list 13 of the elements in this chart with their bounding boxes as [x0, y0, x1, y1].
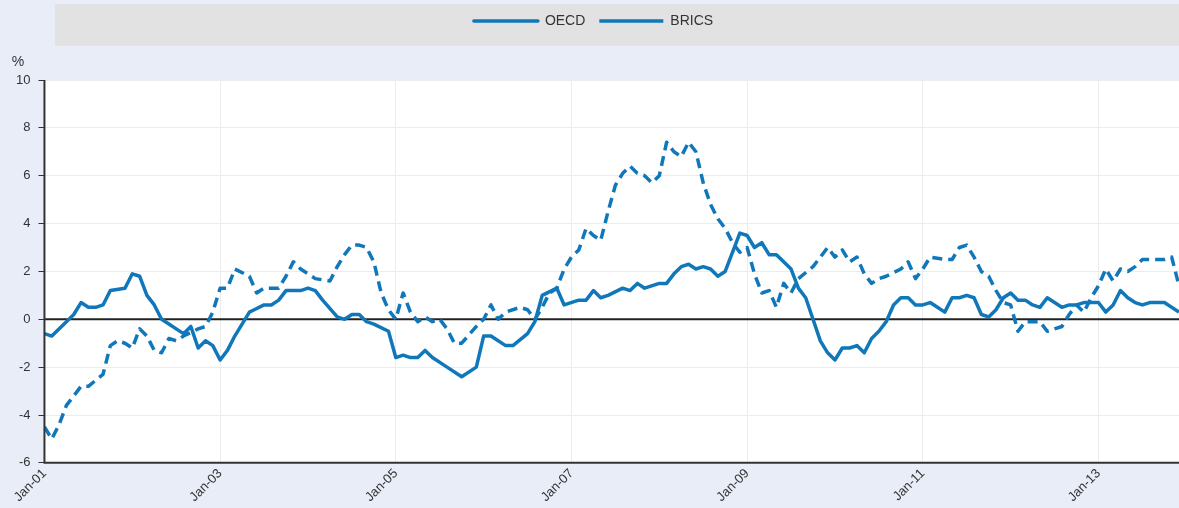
line-series	[44, 140, 1179, 441]
y-tick-label: -4	[18, 406, 31, 422]
legend-label: OECD	[544, 11, 586, 28]
y-tick-label: -2	[18, 358, 31, 374]
legend-label: BRICS	[670, 11, 714, 28]
y-tick-label: 0	[23, 310, 31, 326]
y-tick-label: 8	[23, 119, 31, 135]
y-tick-label: -6	[18, 454, 31, 470]
y-tick-label: 4	[23, 215, 31, 231]
y-tick-label: 2	[23, 263, 31, 279]
y-axis-title: %	[11, 52, 25, 69]
y-tick-label: 10	[15, 71, 31, 87]
y-tick-label: 6	[23, 167, 31, 183]
